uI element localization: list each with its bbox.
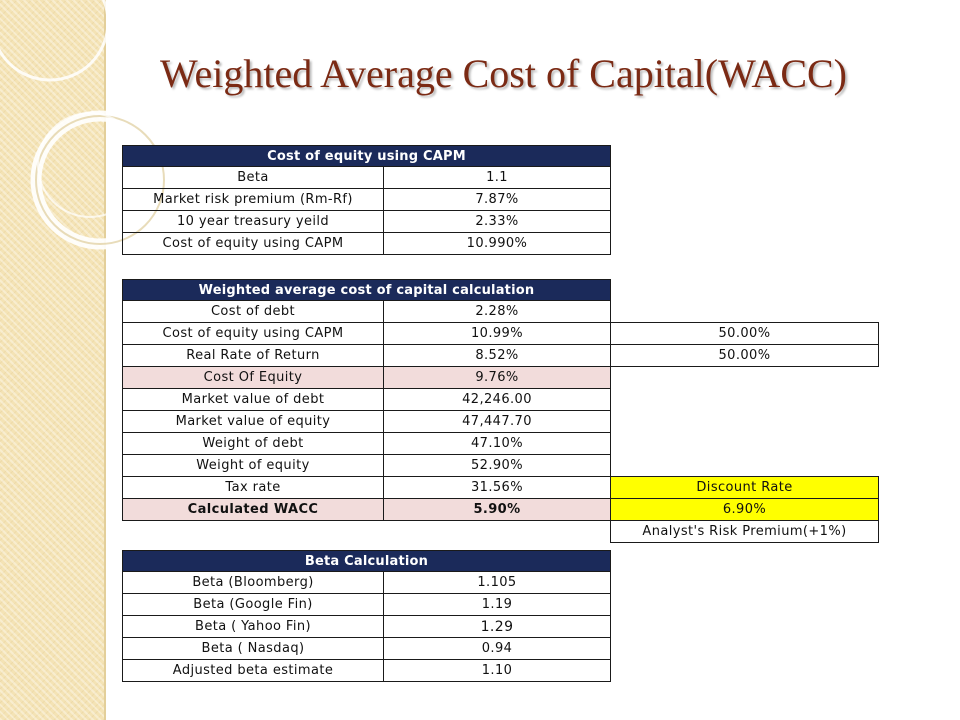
beta-table: Beta Calculation Beta (Bloomberg) 1.105 … <box>121 550 612 682</box>
wacc-label: Real Rate of Return <box>122 344 384 367</box>
weight-cell: 50.00% <box>610 344 879 367</box>
capm-header-row: Cost of equity using CAPM <box>122 145 611 167</box>
capm-table: Cost of equity using CAPM Beta 1.1 Marke… <box>122 145 611 255</box>
capm-label: Beta <box>122 166 384 189</box>
calculated-wacc-value: 5.90% <box>383 498 611 521</box>
wacc-value: 42,246.00 <box>383 388 611 411</box>
wacc-value: 10.99% <box>383 322 611 345</box>
table-row: Beta ( Yahoo Fin) 1.29 <box>122 615 612 638</box>
decorative-rings <box>0 0 170 250</box>
wacc-label: Market value of equity <box>122 410 384 433</box>
page-title: Weighted Average Cost of Capital(WACC) <box>160 51 847 96</box>
capm-label: Market risk premium (Rm-Rf) <box>122 188 384 211</box>
table-row: Cost of equity using CAPM 10.99% 50.00% <box>122 322 879 345</box>
capm-value: 7.87% <box>383 188 611 211</box>
empty-cell <box>611 455 879 477</box>
table-row: Cost of debt 2.28% <box>122 300 879 323</box>
table-row: Market value of equity 47,447.70 <box>122 410 879 433</box>
wacc-table: Weighted average cost of capital calcula… <box>122 279 879 543</box>
empty-cell <box>611 367 879 389</box>
table-row: Cost of equity using CAPM 10.990% <box>122 232 611 255</box>
beta-label: Beta ( Nasdaq) <box>122 637 384 660</box>
table-row: Weight of equity 52.90% <box>122 454 879 477</box>
beta-value: 1.29 <box>382 615 612 638</box>
wacc-label: Market value of debt <box>122 388 384 411</box>
beta-label: Beta ( Yahoo Fin) <box>122 615 384 638</box>
empty-cell <box>611 389 879 411</box>
wacc-label: Cost Of Equity <box>122 366 384 389</box>
wacc-label: Tax rate <box>122 476 384 499</box>
risk-premium-note: Analyst's Risk Premium(+1%) <box>610 520 879 543</box>
table-row: Calculated WACC 5.90% 6.90% <box>122 498 879 521</box>
capm-value: 1.1 <box>383 166 611 189</box>
wacc-label: Cost of equity using CAPM <box>122 322 384 345</box>
wacc-value: 2.28% <box>383 300 611 323</box>
table-row: Market risk premium (Rm-Rf) 7.87% <box>122 188 611 211</box>
beta-label: Beta (Bloomberg) <box>122 571 384 594</box>
wacc-value: 47.10% <box>383 432 611 455</box>
table-row: Real Rate of Return 8.52% 50.00% <box>122 344 879 367</box>
wacc-value: 52.90% <box>383 454 611 477</box>
empty-cell <box>123 521 384 543</box>
table-row: 10 year treasury yeild 2.33% <box>122 210 611 233</box>
beta-label: Adjusted beta estimate <box>122 659 384 682</box>
table-row: Beta ( Nasdaq) 0.94 <box>122 637 612 660</box>
table-row: Beta (Google Fin) 1.19 <box>122 593 612 616</box>
empty-cell <box>611 280 879 301</box>
empty-cell <box>611 301 879 323</box>
wacc-value: 9.76% <box>383 366 611 389</box>
table-row: Adjusted beta estimate 1.10 <box>122 659 612 682</box>
beta-value: 0.94 <box>382 637 612 660</box>
capm-header: Cost of equity using CAPM <box>122 145 611 167</box>
empty-cell <box>384 521 611 543</box>
weight-cell: 50.00% <box>610 322 879 345</box>
wacc-label: Cost of debt <box>122 300 384 323</box>
discount-rate-label: Discount Rate <box>610 476 879 499</box>
wacc-label: Weight of debt <box>122 432 384 455</box>
capm-label: Cost of equity using CAPM <box>122 232 384 255</box>
table-row: Market value of debt 42,246.00 <box>122 388 879 411</box>
wacc-header: Weighted average cost of capital calcula… <box>122 279 611 301</box>
table-row: Cost Of Equity 9.76% <box>122 366 879 389</box>
beta-value: 1.105 <box>382 571 612 594</box>
beta-value: 1.19 <box>382 593 612 616</box>
wacc-value: 8.52% <box>383 344 611 367</box>
table-row: Beta 1.1 <box>122 166 611 189</box>
wacc-header-row: Weighted average cost of capital calcula… <box>122 279 879 301</box>
wacc-label: Weight of equity <box>122 454 384 477</box>
capm-label: 10 year treasury yeild <box>122 210 384 233</box>
beta-header: Beta Calculation <box>121 550 612 572</box>
beta-value: 1.10 <box>382 659 612 682</box>
capm-value: 10.990% <box>383 232 611 255</box>
empty-cell <box>611 411 879 433</box>
beta-label: Beta (Google Fin) <box>122 593 384 616</box>
capm-value: 2.33% <box>383 210 611 233</box>
discount-rate-value: 6.90% <box>610 498 879 521</box>
wacc-value: 47,447.70 <box>383 410 611 433</box>
empty-cell <box>611 433 879 455</box>
table-row: Tax rate 31.56% Discount Rate <box>122 476 879 499</box>
beta-header-row: Beta Calculation <box>121 550 612 572</box>
table-row: Beta (Bloomberg) 1.105 <box>122 571 612 594</box>
table-row: Weight of debt 47.10% <box>122 432 879 455</box>
calculated-wacc-label: Calculated WACC <box>122 498 384 521</box>
table-row: Analyst's Risk Premium(+1%) <box>123 520 879 543</box>
wacc-value: 31.56% <box>383 476 611 499</box>
